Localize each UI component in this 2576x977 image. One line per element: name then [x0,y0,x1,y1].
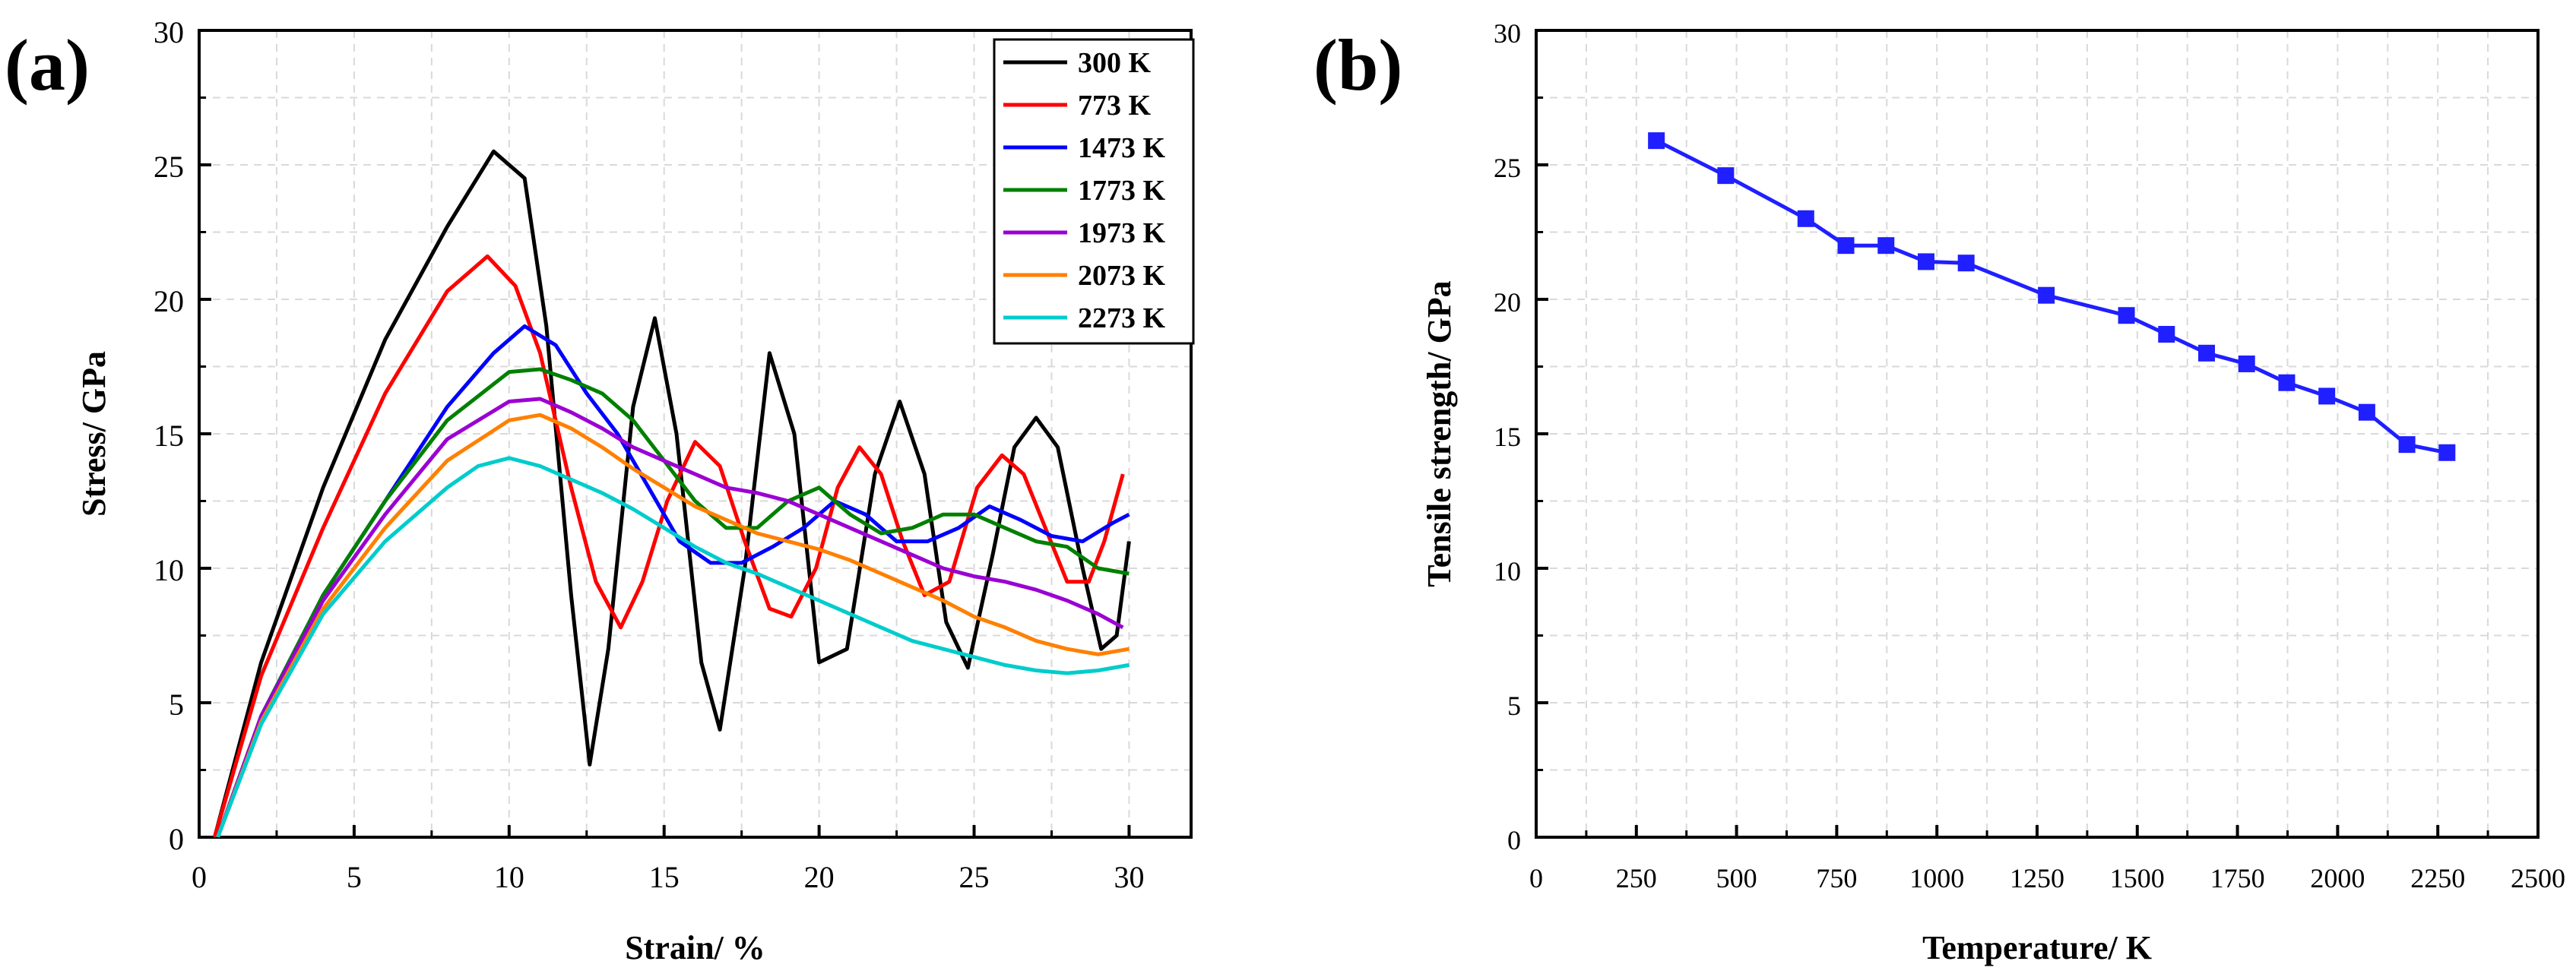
data-point [1837,237,1855,255]
grid [199,30,1191,837]
x-tick-label: 2500 [2511,863,2565,893]
x-tick-label: 0 [192,860,207,894]
data-point [2158,326,2175,343]
data-point [1917,253,1934,270]
y-tick-label: 5 [169,688,184,722]
data-point [2118,307,2135,324]
x-tick-label: 2000 [2310,863,2365,893]
x-tick-label: 20 [804,860,835,894]
series-group [212,149,1131,837]
data-point [2358,403,2375,421]
data-point [1717,167,1735,185]
series-line-4 [216,397,1124,837]
legend-label: 1773 K [1078,175,1166,207]
y-tick-label: 25 [154,150,184,184]
x-tick-label: 5 [347,860,362,894]
data-point [1957,255,1975,272]
x-tick-label: 25 [959,860,990,894]
data-point [2438,444,2456,461]
x-tick-label: 250 [1616,863,1657,893]
y-axis-title: Stress/ GPa [75,351,112,517]
grid [1536,30,2538,837]
y-tick-label: 0 [1507,825,1521,855]
series-line-1 [212,254,1125,837]
series-line-2 [216,324,1130,837]
x-tick-label: 1750 [2210,863,2265,893]
legend-label: 773 K [1078,90,1152,122]
series-line-5 [216,413,1130,837]
legend-label: 1473 K [1078,132,1166,164]
data-point [2398,436,2416,454]
y-tick-label: 0 [169,822,184,856]
y-tick-label: 20 [154,284,184,318]
x-tick-label: 1500 [2110,863,2165,893]
stress-strain-chart: 0 5 10 15 20 25 30 0 5 10 15 20 25 30 Strain/ % Stress/… [75,15,1195,966]
x-axis-title: Temperature/ K [1922,929,2152,966]
legend-label: 300 K [1078,47,1152,79]
x-tick-label: 1000 [1909,863,1964,893]
data-point [2198,344,2216,362]
x-tick-label: 30 [1114,860,1144,894]
y-tick-label: 10 [1494,556,1521,587]
y-axis-title: Tensile strength/ GPa [1421,280,1458,587]
y-tick-label: 25 [1494,153,1521,183]
legend-label: 2073 K [1078,260,1166,292]
panel-label-b: (b) [1313,24,1403,106]
panel-label-a: (a) [5,24,90,106]
legend-label: 2273 K [1078,302,1166,334]
data-point [2038,286,2055,304]
x-tick-label: 750 [1816,863,1857,893]
legend-label: 1973 K [1078,217,1166,249]
data-point [1797,210,1814,227]
x-tick-label: 500 [1716,863,1757,893]
series-line-3 [216,367,1130,837]
y-tick-label: 30 [154,15,184,49]
x-axis-title: Strain/ % [625,929,765,966]
data-point [2278,374,2296,391]
y-tick-label: 15 [154,419,184,453]
series-line-0 [212,149,1131,837]
x-tick-label: 15 [649,860,680,894]
x-tick-label: 0 [1529,863,1543,893]
x-tick-label: 2250 [2410,863,2465,893]
data-point [2318,387,2336,405]
series-line-6 [216,456,1130,837]
x-tick-label: 1250 [2010,863,2064,893]
tensile-strength-chart: 0 250 500 750 1000 1250 1500 1750 2000 2250 2500 0 5… [1421,18,2565,966]
y-tick-label: 10 [154,553,184,587]
y-tick-label: 20 [1494,287,1521,318]
data-point [1648,132,1665,150]
y-tick-label: 5 [1507,691,1521,721]
legend: 300 K 773 K 1473 K 1773 K 1973 K 2073 K 2273 K [993,38,1195,345]
data-point [1877,237,1895,255]
y-tick-label: 15 [1494,422,1521,452]
y-tick-label: 30 [1494,18,1521,49]
x-tick-label: 10 [494,860,524,894]
data-point [2238,355,2255,372]
